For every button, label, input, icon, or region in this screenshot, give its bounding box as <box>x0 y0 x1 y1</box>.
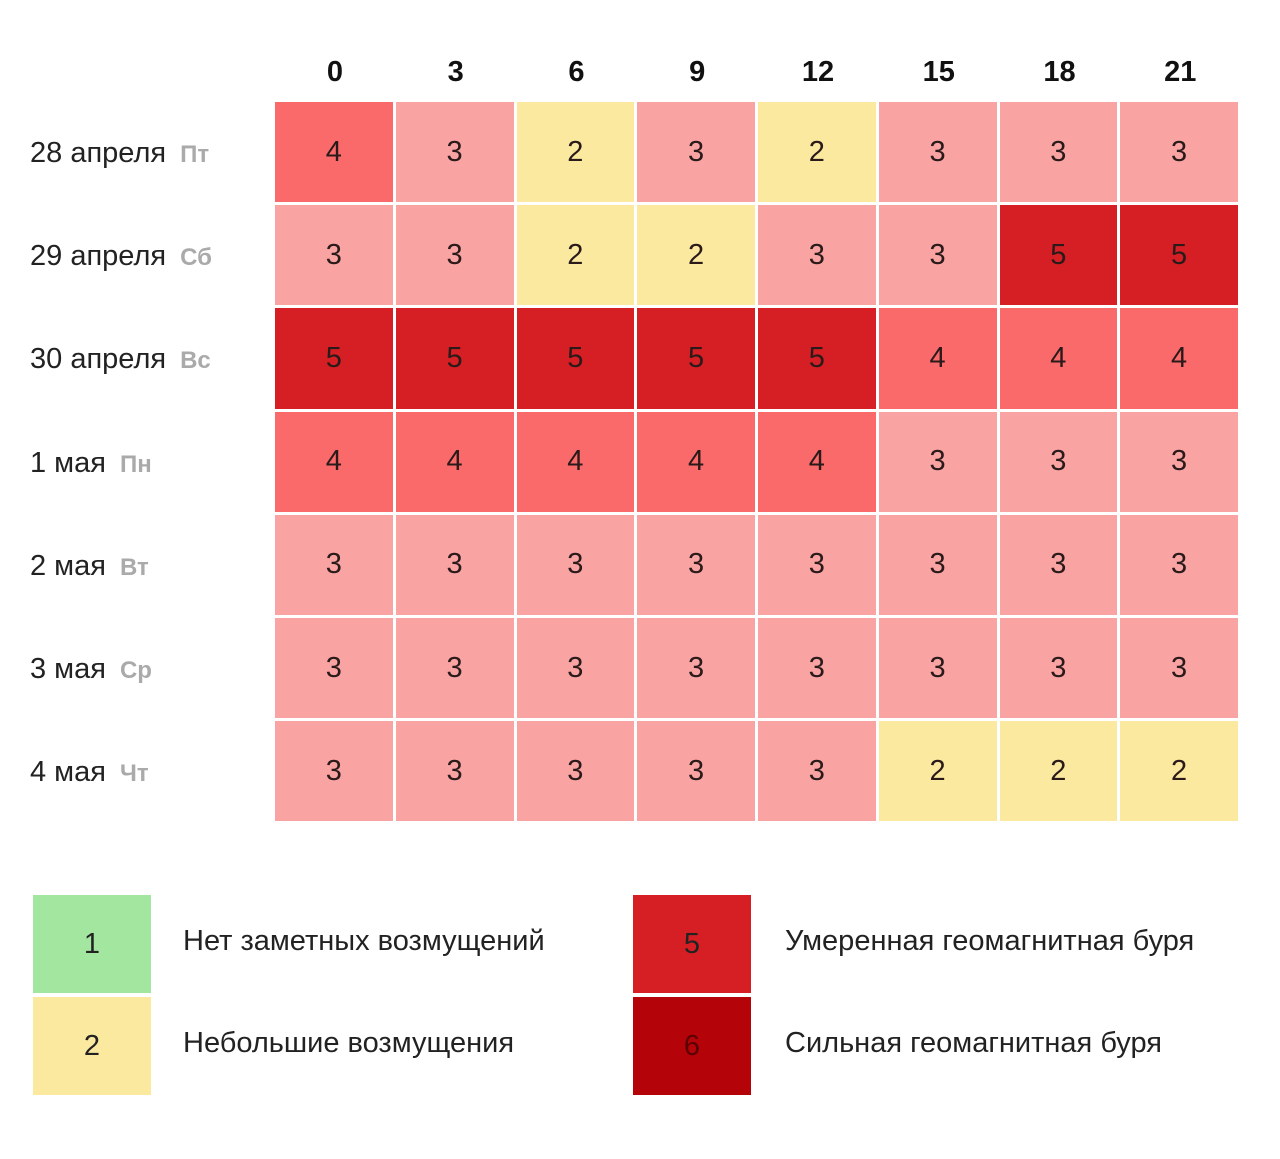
heatmap-cell: 3 <box>999 102 1121 206</box>
heatmap-cell: 4 <box>637 411 758 515</box>
heatmap-cell: 3 <box>758 514 879 618</box>
heatmap-cell: 3 <box>275 618 396 722</box>
heatmap-cell: 4 <box>1120 308 1241 412</box>
heatmap-cell: 3 <box>516 618 638 722</box>
row-weekday: Сб <box>180 244 212 272</box>
heatmap-cell: 3 <box>275 721 396 825</box>
row-date: 29 апреля <box>30 240 167 273</box>
heatmap-cell: 5 <box>275 308 396 412</box>
heatmap-cell: 4 <box>758 411 879 515</box>
row-date: 1 мая <box>30 446 106 479</box>
heatmap-cell: 3 <box>395 514 517 618</box>
column-header-0: 0 <box>326 56 344 88</box>
legend-swatch-1: 1 <box>33 895 151 993</box>
heatmap-cell: 5 <box>1120 205 1241 309</box>
heatmap-cell: 5 <box>758 308 879 412</box>
heatmap-cell: 3 <box>1120 411 1241 515</box>
heatmap-cell: 3 <box>758 721 879 825</box>
heatmap-cell: 5 <box>637 308 758 412</box>
legend-swatch-6: 6 <box>633 997 751 1095</box>
heatmap-cell: 4 <box>999 308 1121 412</box>
row-weekday: Вт <box>119 553 149 581</box>
heatmap-cell: 2 <box>516 205 638 309</box>
column-header-3: 3 <box>447 56 464 88</box>
heatmap-cell: 3 <box>395 721 517 825</box>
heatmap-cell: 3 <box>878 205 1000 309</box>
heatmap-cell: 4 <box>878 308 1000 412</box>
row-label: 4 мая Чт <box>30 721 149 824</box>
heatmap-cell: 4 <box>275 102 396 206</box>
row-weekday: Пт <box>180 141 210 168</box>
heatmap-cell: 3 <box>275 514 396 618</box>
row-date: 30 апреля <box>30 343 167 376</box>
row-label: 1 мая Пн <box>30 412 152 515</box>
heatmap-cell: 3 <box>395 102 517 206</box>
legend-label: Умеренная геомагнитная буря <box>785 925 1195 957</box>
row-date: 4 мая <box>30 756 106 789</box>
row-label: 3 мая Ср <box>30 618 152 721</box>
row-weekday: Чт <box>119 760 149 788</box>
row-weekday: Пн <box>119 450 152 478</box>
heatmap-cell: 3 <box>878 102 1000 206</box>
heatmap-cell: 3 <box>637 721 758 825</box>
heatmap-cell: 3 <box>275 205 396 309</box>
heatmap-cell: 3 <box>516 514 638 618</box>
heatmap-cell: 4 <box>516 411 638 515</box>
heatmap-cell: 3 <box>758 618 879 722</box>
heatmap-cell: 3 <box>878 618 1000 722</box>
legend-label: Нет заметных возмущений <box>183 925 545 957</box>
heatmap-cell: 5 <box>395 308 517 412</box>
heatmap-cell: 3 <box>999 618 1121 722</box>
heatmap-cell: 3 <box>758 205 879 309</box>
heatmap-cell: 3 <box>999 411 1121 515</box>
heatmap-cell: 3 <box>878 411 1000 515</box>
heatmap-cell: 3 <box>637 618 758 722</box>
column-header-12: 12 <box>801 56 835 88</box>
row-label: 2 мая Вт <box>30 515 149 618</box>
legend-label: Небольшие возмущения <box>183 1027 515 1059</box>
heatmap-cell: 2 <box>516 102 638 206</box>
heatmap-cell: 5 <box>516 308 638 412</box>
column-header-9: 9 <box>689 56 706 88</box>
heatmap-cell: 3 <box>1120 618 1241 722</box>
heatmap-cell: 3 <box>637 514 758 618</box>
column-header-18: 18 <box>1043 56 1076 88</box>
row-date: 28 апреля <box>30 137 167 169</box>
heatmap-cell: 2 <box>1120 721 1241 825</box>
legend-swatch-2: 2 <box>33 997 151 1095</box>
heatmap-cell: 4 <box>395 411 517 515</box>
heatmap-cell: 3 <box>878 514 1000 618</box>
heatmap-cell: 3 <box>516 721 638 825</box>
heatmap-cell: 2 <box>878 721 1000 825</box>
column-header-15: 15 <box>922 56 955 88</box>
column-header-21: 21 <box>1164 56 1197 88</box>
row-label: 30 апреля Вс <box>30 308 211 411</box>
heatmap-cell: 3 <box>637 102 758 206</box>
heatmap-cell: 5 <box>999 205 1121 309</box>
heatmap-cell: 3 <box>395 618 517 722</box>
heatmap-cell: 3 <box>395 205 517 309</box>
row-date: 2 мая <box>30 549 106 582</box>
column-header-6: 6 <box>568 56 585 88</box>
heatmap-cell: 3 <box>999 514 1121 618</box>
row-weekday: Ср <box>119 657 152 684</box>
heatmap-cell: 2 <box>758 102 879 206</box>
row-label: 28 апреля Пт <box>30 102 209 205</box>
legend-label: Сильная геомагнитная буря <box>785 1027 1162 1059</box>
heatmap-cell: 4 <box>275 411 396 515</box>
row-weekday: Вс <box>180 347 211 375</box>
row-date: 3 мая <box>30 653 106 685</box>
heatmap-cell: 3 <box>1120 514 1241 618</box>
legend-swatch-5: 5 <box>633 895 751 993</box>
heatmap-cell: 2 <box>637 205 758 309</box>
row-label: 29 апреля Сб <box>30 205 212 308</box>
heatmap-cell: 2 <box>999 721 1121 825</box>
heatmap-cell: 3 <box>1120 102 1241 206</box>
